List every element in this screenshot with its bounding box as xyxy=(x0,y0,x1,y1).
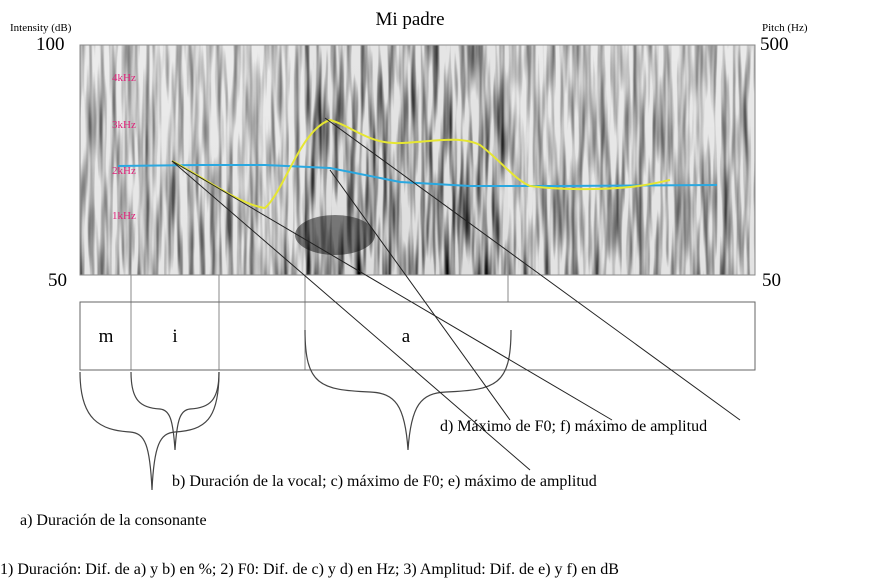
annotation: a) Duración de la consonante xyxy=(20,512,207,529)
freq-label: 2kHz xyxy=(112,165,136,177)
right-axis-label: Pitch (Hz) xyxy=(762,22,808,34)
intensity-curve xyxy=(117,164,718,187)
right-axis-bottom: 50 xyxy=(762,270,781,291)
braces xyxy=(79,329,512,491)
left-axis-bottom: 50 xyxy=(48,270,67,291)
freq-label: 3kHz xyxy=(112,119,136,131)
title: Mi padre xyxy=(375,9,444,30)
freq-label: 1kHz xyxy=(112,210,136,222)
left-axis-top: 100 xyxy=(36,34,65,55)
pitch-curve xyxy=(171,118,671,210)
segment-boundaries xyxy=(130,275,509,370)
left-axis-label: Intensity (dB) xyxy=(10,22,72,34)
annotation: b) Duración de la vocal; c) máximo de F0… xyxy=(172,473,597,490)
segment-tier xyxy=(79,301,756,371)
pointer-lines xyxy=(171,117,741,471)
spectrogram xyxy=(79,44,756,276)
segment-label: m xyxy=(99,326,114,347)
annotation: d) Máximo de F0; f) máximo de amplitud xyxy=(440,418,707,435)
segment-label: a xyxy=(402,326,411,347)
footer: 1) Duración: Dif. de a) y b) en %; 2) F0… xyxy=(0,561,619,578)
segment-label: i xyxy=(172,326,177,347)
right-axis-top: 500 xyxy=(760,34,789,55)
freq-label: 4kHz xyxy=(112,72,136,84)
